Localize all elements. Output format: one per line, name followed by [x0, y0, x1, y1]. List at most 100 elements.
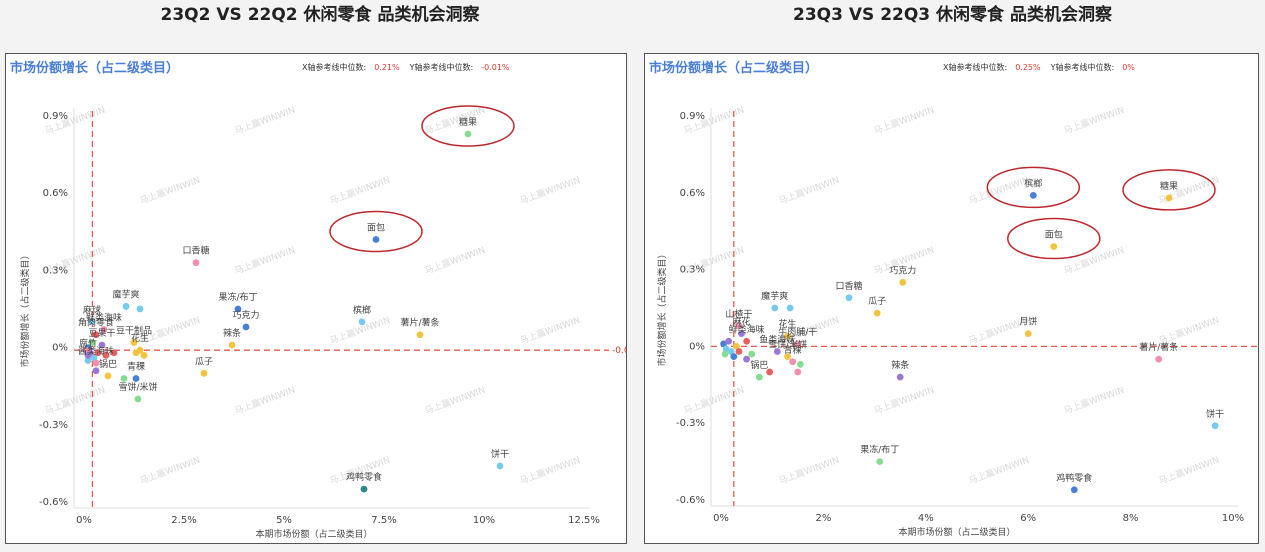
chart-title-left: 23Q2 VS 22Q2 休闲零食 品类机会洞察 [160, 5, 480, 25]
data-point [876, 458, 884, 465]
point-label: 辣条 [891, 359, 909, 371]
data-point [102, 351, 110, 359]
watermark-text: 马上赢WINWIN [518, 314, 582, 347]
y-axis-title: 市场份额增长（占二级类目） [656, 249, 668, 366]
point-label: 鲜类海味 [86, 312, 122, 324]
data-point [84, 351, 92, 359]
data-point [1165, 194, 1173, 202]
point-label: 巧克力 [889, 264, 916, 276]
data-point [735, 348, 743, 355]
watermark-text: 马上赢WINWIN [967, 174, 1031, 207]
data-point [1155, 355, 1163, 363]
point-label: 月饼 [1019, 316, 1037, 328]
data-point [735, 322, 743, 330]
point-label: 锅巴 [99, 359, 117, 370]
watermark-text: 马上赢WINWIN [233, 384, 297, 417]
point-label: 面包 [1045, 229, 1063, 241]
data-point [1050, 243, 1058, 250]
watermark-text: 马上赢WINWIN [138, 174, 202, 207]
data-point [234, 305, 242, 313]
point-label: 巧克力 [232, 309, 259, 321]
point-label: 花生 [779, 318, 797, 330]
data-point [88, 339, 96, 346]
watermark-text: 马上赢WINWIN [423, 244, 487, 277]
point-label: 角肉零食 [78, 317, 114, 329]
y-tick-label: 0% [689, 341, 705, 352]
y-tick-label: -0.6% [39, 497, 68, 508]
watermark-text: 马上赢WINWIN [682, 384, 746, 417]
watermark-text: 马上赢WINWIN [328, 314, 392, 347]
data-point [794, 368, 802, 376]
point-label: 麻球 [83, 304, 101, 316]
data-point [372, 236, 380, 243]
data-point [1211, 422, 1219, 430]
point-label: 魔芋爽 [112, 288, 139, 300]
data-point [90, 354, 98, 362]
watermark-text: 马上赢WINWIN [1157, 314, 1221, 347]
point-label: 薯片/薯条 [400, 317, 439, 329]
y-ref-label-left: Y轴参考线中位数: [409, 63, 474, 72]
data-point [110, 349, 118, 357]
data-point [82, 346, 90, 354]
point-label: 饼干 [491, 448, 509, 460]
point-label: 糖果 [459, 116, 477, 128]
data-point [722, 345, 730, 353]
point-label: 雪饼/米饼 [118, 381, 157, 393]
y-tick-label: 0.6% [43, 188, 68, 199]
point-label: 麻花 [732, 316, 750, 328]
highlight-ellipse [329, 210, 423, 253]
highlight-ellipse [421, 105, 515, 147]
data-point [845, 294, 853, 302]
y-tick-label: 0% [52, 343, 68, 354]
x-tick-label: 2% [815, 513, 831, 524]
watermark-text: 马上赢WINWIN [43, 384, 107, 417]
data-point [496, 462, 504, 470]
watermark-text: 马上赢WINWIN [1157, 454, 1221, 487]
y-tick-label: -0.3% [676, 418, 705, 429]
point-label: 雪饼/米饼 [768, 339, 807, 351]
y-tick-label: 0.9% [680, 111, 705, 122]
point-label: 瓜子 [868, 296, 886, 307]
data-point [784, 353, 791, 361]
y-tick-label: 0.3% [43, 265, 68, 276]
data-point [134, 395, 142, 403]
x-tick-label: 0% [76, 515, 92, 526]
chart-panel-right: 市场份额增长（占二级类目） X轴参考线中位数: 0.25% Y轴参考线中位数: 0% … [644, 53, 1259, 544]
data-point [104, 372, 112, 380]
data-point [94, 349, 102, 357]
watermark-text: 马上赢WINWIN [328, 174, 392, 207]
data-point [100, 326, 108, 333]
watermark-text: 马上赢WINWIN [967, 454, 1031, 487]
data-point [136, 305, 144, 313]
data-point [873, 309, 881, 317]
data-point [771, 304, 779, 312]
chart-subtitle-right: 市场份额增长（占二级类目） [649, 61, 819, 76]
data-point [360, 485, 368, 493]
data-point [200, 369, 208, 377]
watermark-text: 马上赢WINWIN [518, 454, 582, 487]
point-label: 豆干制品 [116, 324, 152, 336]
data-point [1024, 330, 1032, 337]
data-point [416, 331, 424, 339]
data-point [720, 340, 727, 348]
data-point [784, 332, 791, 340]
x-tick-label: 5% [276, 515, 292, 526]
point-label: 果冻/布丁 [860, 444, 899, 456]
chart-title-right: 23Q3 VS 22Q3 休闲零食 品类机会洞察 [793, 5, 1112, 25]
data-point [92, 367, 100, 375]
watermark-text: 马上赢WINWIN [518, 174, 582, 207]
y-tick-label: 0.6% [680, 188, 705, 199]
data-point [120, 375, 128, 382]
y-axis-title: 市场份额增长（占二级类目） [19, 250, 31, 367]
point-label: 槟榔 [1024, 177, 1042, 189]
y-ref-value-left: -0.01% [481, 63, 510, 72]
data-point [899, 279, 907, 286]
data-point [789, 358, 797, 366]
data-point [92, 359, 100, 367]
data-point [140, 351, 148, 359]
x-ref-label-left: X轴参考线中位数: [302, 63, 367, 72]
data-point [1029, 191, 1037, 199]
watermark-text: 马上赢WINWIN [777, 454, 841, 487]
watermark-text: 马上赢WINWIN [138, 454, 202, 487]
x-tick-label: 4% [918, 513, 934, 524]
